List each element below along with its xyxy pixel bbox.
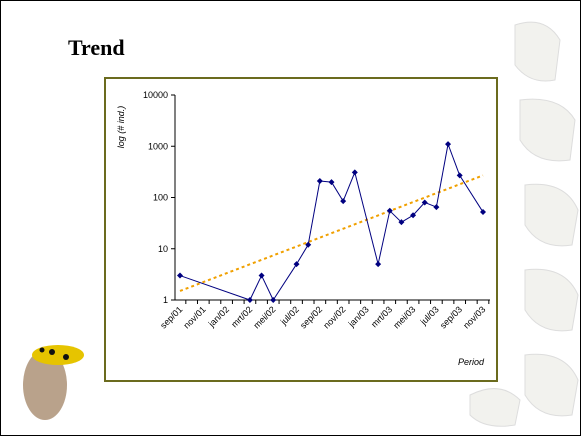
y-axis-title: log (# ind.) (116, 106, 126, 149)
x-axis-title: Period (458, 357, 485, 367)
y-tick-label: 1000 (148, 141, 168, 151)
y-tick-label: 100 (153, 193, 168, 203)
y-tick-label: 10 (158, 244, 168, 254)
y-tick-label: 1 (163, 295, 168, 305)
slide-title: Trend (68, 35, 125, 60)
chart-frame (105, 78, 497, 381)
slide: Trend 110100100010000sep/01nov/01jan/02m… (0, 0, 581, 436)
y-tick-label: 10000 (143, 90, 168, 100)
